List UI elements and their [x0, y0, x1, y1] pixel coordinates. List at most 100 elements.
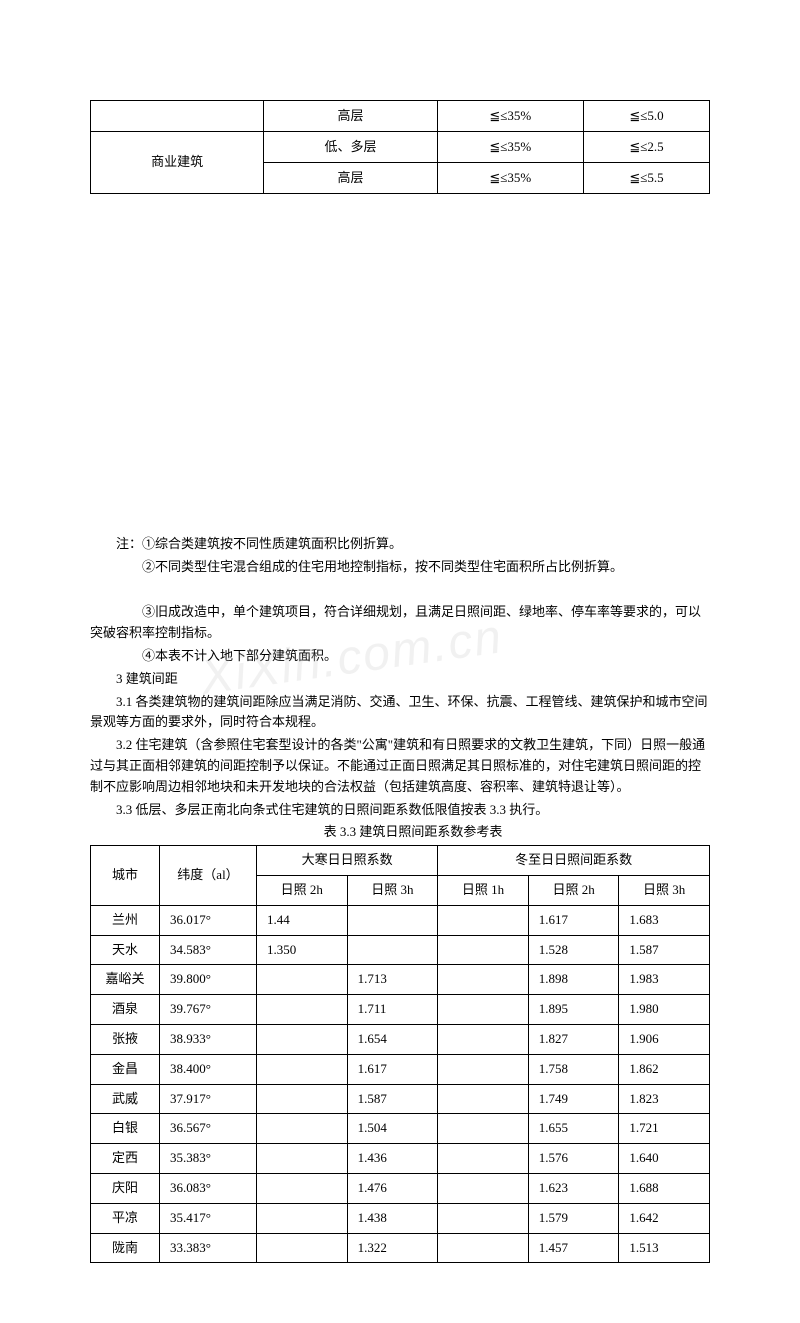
table-row: 白银36.567°1.5041.6551.721	[91, 1114, 710, 1144]
table-header-row: 城市 纬度（al） 大寒日日照系数 冬至日日照间距系数	[91, 846, 710, 876]
cell	[438, 935, 529, 965]
cell: 1.642	[619, 1203, 710, 1233]
cell: 1.44	[257, 905, 348, 935]
cell: 1.587	[619, 935, 710, 965]
cell: 1.906	[619, 1024, 710, 1054]
cell	[257, 1233, 348, 1263]
cell: 1.898	[528, 965, 619, 995]
cell: 1.350	[257, 935, 348, 965]
cell: 1.617	[528, 905, 619, 935]
cell: 武威	[91, 1084, 160, 1114]
cell	[257, 1173, 348, 1203]
cell: ≦≤35%	[437, 132, 583, 163]
cell: 35.417°	[160, 1203, 257, 1233]
col-z2h: 日照 2h	[528, 875, 619, 905]
cell: 兰州	[91, 905, 160, 935]
cell: 1.895	[528, 995, 619, 1025]
cell: 平凉	[91, 1203, 160, 1233]
cell: 39.800°	[160, 965, 257, 995]
cell: 金昌	[91, 1054, 160, 1084]
cell	[438, 1024, 529, 1054]
cell: 1.655	[528, 1114, 619, 1144]
cell: ≦≤5.0	[583, 101, 709, 132]
cell: 1.576	[528, 1144, 619, 1174]
cell	[257, 1084, 348, 1114]
cell: ≦≤2.5	[583, 132, 709, 163]
cell	[438, 1114, 529, 1144]
cell: 1.504	[347, 1114, 438, 1144]
cell: 38.933°	[160, 1024, 257, 1054]
cell: 37.917°	[160, 1084, 257, 1114]
col-d3h: 日照 3h	[347, 875, 438, 905]
cell: 高层	[264, 101, 437, 132]
col-city: 城市	[91, 846, 160, 906]
cell: 39.767°	[160, 995, 257, 1025]
cell: 1.980	[619, 995, 710, 1025]
cell: 高层	[264, 163, 437, 194]
cell: 陇南	[91, 1233, 160, 1263]
col-dongzhi: 冬至日日照间距系数	[438, 846, 710, 876]
cell	[438, 1233, 529, 1263]
cell: 1.713	[347, 965, 438, 995]
table-row: 金昌38.400°1.6171.7581.862	[91, 1054, 710, 1084]
cell: 白银	[91, 1114, 160, 1144]
cell: 36.017°	[160, 905, 257, 935]
note-2: ②不同类型住宅混合组成的住宅用地控制指标，按不同类型住宅面积所占比例折算。	[90, 557, 710, 578]
cell: 1.587	[347, 1084, 438, 1114]
cell: 低、多层	[264, 132, 437, 163]
table-building-control: 高层 ≦≤35% ≦≤5.0 商业建筑 低、多层 ≦≤35% ≦≤2.5 高层 …	[90, 100, 710, 194]
cell: 38.400°	[160, 1054, 257, 1084]
table-row: 庆阳36.083° 1.476 1.6231.688	[91, 1173, 710, 1203]
section-heading: 3 建筑间距	[90, 669, 710, 690]
cell: 36.083°	[160, 1173, 257, 1203]
cell: 1.721	[619, 1114, 710, 1144]
cell: 1.862	[619, 1054, 710, 1084]
note-4: ④本表不计入地下部分建筑面积。	[90, 646, 710, 667]
table-3-3-title: 表 3.3 建筑日照间距系数参考表	[90, 822, 710, 843]
cell	[257, 1054, 348, 1084]
cell	[347, 935, 438, 965]
table-row: 定西35.383°1.4361.5761.640	[91, 1144, 710, 1174]
table-row: 陇南33.383°1.3221.4571.513	[91, 1233, 710, 1263]
cell	[438, 1173, 529, 1203]
cell	[438, 1054, 529, 1084]
cell: 1.513	[619, 1233, 710, 1263]
col-z1h: 日照 1h	[438, 875, 529, 905]
cell: 1.654	[347, 1024, 438, 1054]
cell: 1.827	[528, 1024, 619, 1054]
cell-merged: 商业建筑	[91, 132, 264, 194]
cell: 1.749	[528, 1084, 619, 1114]
cell: 1.623	[528, 1173, 619, 1203]
cell: 1.688	[619, 1173, 710, 1203]
cell	[438, 965, 529, 995]
table-row: 嘉峪关39.800° 1.713 1.8981.983	[91, 965, 710, 995]
table-row: 武威37.917°1.5871.7491.823	[91, 1084, 710, 1114]
cell: 35.383°	[160, 1144, 257, 1174]
notes-block: 注：①综合类建筑按不同性质建筑面积比例折算。 ②不同类型住宅混合组成的住宅用地控…	[90, 534, 710, 843]
cell: 天水	[91, 935, 160, 965]
cell: 嘉峪关	[91, 965, 160, 995]
cell: 庆阳	[91, 1173, 160, 1203]
cell: 1.528	[528, 935, 619, 965]
cell: 1.617	[347, 1054, 438, 1084]
cell: 1.322	[347, 1233, 438, 1263]
table-row: 高层 ≦≤35% ≦≤5.0	[91, 101, 710, 132]
cell: ≦≤5.5	[583, 163, 709, 194]
cell: 张掖	[91, 1024, 160, 1054]
cell	[257, 1203, 348, 1233]
cell	[257, 1144, 348, 1174]
col-z3h: 日照 3h	[619, 875, 710, 905]
cell	[438, 905, 529, 935]
cell: 1.476	[347, 1173, 438, 1203]
table-row: 酒泉39.767°1.7111.8951.980	[91, 995, 710, 1025]
cell	[257, 965, 348, 995]
table-row: 兰州36.017°1.441.6171.683	[91, 905, 710, 935]
cell: 1.457	[528, 1233, 619, 1263]
cell: 1.983	[619, 965, 710, 995]
table-sunlight-coefficient: 城市 纬度（al） 大寒日日照系数 冬至日日照间距系数 日照 2h 日照 3h …	[90, 845, 710, 1263]
cell: 1.438	[347, 1203, 438, 1233]
para-3-2: 3.2 住宅建筑（含参照住宅套型设计的各类"公寓"建筑和有日照要求的文教卫生建筑…	[90, 735, 710, 797]
cell: 1.579	[528, 1203, 619, 1233]
cell: 1.640	[619, 1144, 710, 1174]
cell	[347, 905, 438, 935]
